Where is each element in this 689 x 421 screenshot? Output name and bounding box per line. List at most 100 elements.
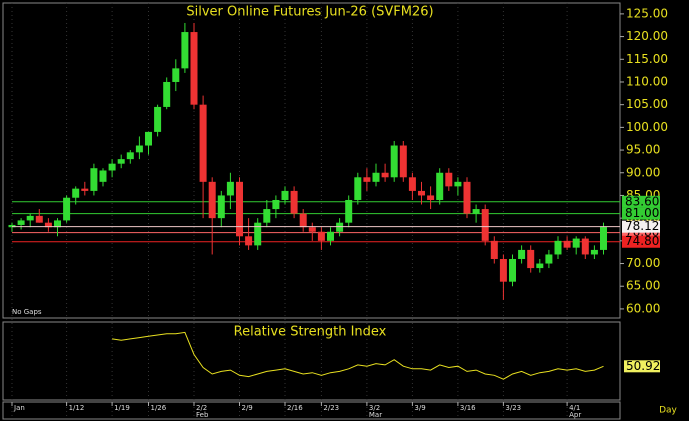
y-tick-label: 105.00 [626, 97, 668, 111]
x-tick-label: 3/9 [414, 404, 425, 412]
candle-body [81, 188, 89, 191]
candle-body [308, 227, 316, 232]
candle-body [72, 188, 80, 198]
candle-body [145, 131, 152, 146]
candle-body [563, 240, 571, 248]
candle-body [8, 224, 16, 228]
candle-body [454, 181, 462, 187]
candle-body [490, 240, 498, 259]
candle-body [299, 213, 307, 228]
candle-body [181, 32, 189, 69]
level-label: 74.80 [625, 234, 659, 248]
candle-body [354, 177, 362, 200]
x-tick-label: 4/1 [569, 404, 580, 412]
candle-body [545, 254, 553, 264]
candle-body [427, 195, 435, 200]
candle-body [472, 209, 480, 214]
rsi-last-label: 50.92 [626, 359, 660, 373]
month-label: Apr [569, 411, 581, 419]
candle-body [54, 220, 61, 228]
y-tick-label: 90.00 [626, 165, 660, 179]
level-label: 83.60 [625, 194, 659, 208]
candle-body [536, 263, 544, 269]
candle-body [381, 172, 389, 178]
last-price-bg [622, 220, 660, 233]
level-label-bg [622, 235, 660, 248]
level-label: 81.00 [625, 206, 659, 220]
y-tick-label: 110.00 [626, 74, 668, 88]
y-tick-label: 100.00 [626, 120, 668, 134]
x-tick-label: 2/16 [287, 404, 303, 412]
candle-body [208, 181, 216, 219]
candle-body [445, 172, 453, 187]
x-tick-label: 2/2 [196, 404, 207, 412]
candle-body [245, 236, 253, 246]
candle-body [190, 32, 198, 105]
date-axis [2, 401, 621, 420]
level-label-bg [622, 207, 660, 220]
candle-body [63, 197, 71, 221]
rsi-panel [2, 321, 621, 401]
candle-body [345, 199, 353, 223]
candle-body [117, 159, 125, 164]
candle-body [518, 249, 526, 259]
level-label-bg [622, 195, 660, 208]
candle-body [236, 181, 243, 237]
candle-body [327, 231, 334, 241]
candle-body [17, 220, 25, 225]
candle-body [154, 106, 162, 132]
candle-body [463, 181, 471, 214]
candle-body [317, 231, 325, 241]
candle-body [554, 240, 562, 255]
candle-body [590, 249, 598, 255]
x-tick-label: 3/2 [369, 404, 380, 412]
candle-body [290, 190, 298, 214]
candle-body [281, 190, 289, 200]
x-tick-label: 3/23 [505, 404, 521, 412]
x-tick-label: 1/19 [114, 404, 130, 412]
candle-body [126, 152, 134, 160]
y-tick-label: 60.00 [626, 301, 660, 315]
candle-body [44, 222, 52, 228]
last-price-label: 78.12 [625, 219, 659, 233]
y-tick-label: 125.00 [626, 6, 668, 20]
rsi-line [112, 331, 604, 380]
candle-body [199, 104, 207, 182]
rsi-last-bg [624, 360, 660, 373]
candle-body [499, 258, 507, 282]
x-tick-label: 3/16 [460, 404, 476, 412]
candle-body [509, 258, 516, 282]
y-tick-label: 120.00 [626, 29, 668, 43]
candle-body [418, 190, 425, 196]
candle-body [600, 226, 607, 250]
candle-body [481, 209, 489, 241]
y-tick-label: 115.00 [626, 52, 668, 66]
chart-title: Silver Online Futures Jun-26 (SVFM26) [186, 5, 433, 20]
candle-body [26, 215, 34, 221]
y-tick-label: 95.00 [626, 143, 660, 157]
candle-body [336, 222, 344, 232]
candle-body [399, 145, 407, 178]
candle-body [254, 222, 262, 246]
price-panel [2, 2, 621, 319]
x-tick-label: 1/26 [151, 404, 167, 412]
candle-body [226, 181, 234, 196]
candle-body [436, 172, 444, 200]
candle-body [390, 145, 398, 178]
rsi-title: Relative Strength Index [234, 325, 387, 340]
candle-body [99, 170, 107, 182]
month-label: Feb [196, 411, 209, 419]
candle-body [408, 177, 416, 191]
candle-body [272, 199, 280, 210]
candle-body [572, 238, 580, 248]
x-tick-label: 1/12 [69, 404, 85, 412]
x-tick-label: 2/9 [242, 404, 253, 412]
candle-body [263, 209, 271, 223]
candle-body [163, 81, 171, 107]
note: No Gaps [12, 308, 42, 316]
candle-body [581, 238, 589, 255]
month-label: Mar [369, 411, 382, 419]
candle-body [108, 163, 116, 171]
